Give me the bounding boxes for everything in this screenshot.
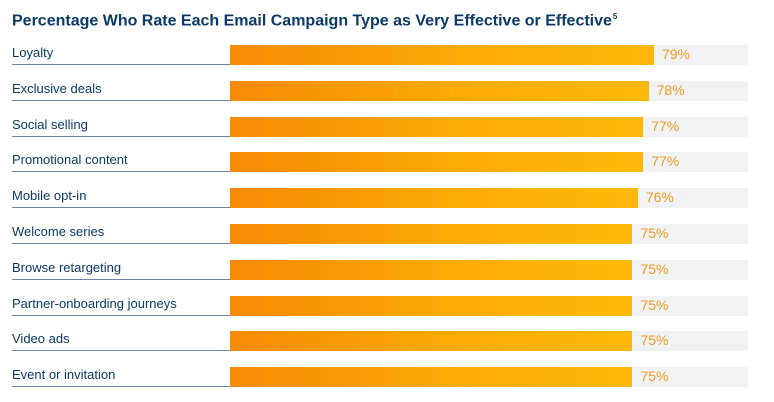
bar-row: Welcome series 75% <box>0 215 774 251</box>
bar-row: Loyalty 79% <box>0 36 774 72</box>
bar <box>230 295 633 316</box>
label-underline <box>12 350 230 352</box>
bar <box>230 188 638 209</box>
value-label: 77% <box>651 153 680 170</box>
value-label: 78% <box>656 81 685 98</box>
label-underline <box>12 99 230 101</box>
bar-track <box>230 295 748 316</box>
value-label: 79% <box>661 46 690 62</box>
label-underline <box>12 278 230 280</box>
bar-row: Mobile opt-in 76% <box>0 179 774 215</box>
bar <box>230 45 654 65</box>
bar <box>230 224 633 244</box>
category-label: Browse retargeting <box>12 259 122 275</box>
category-label: Loyalty <box>12 45 54 60</box>
bar-track <box>230 224 748 244</box>
value-label: 75% <box>640 260 669 277</box>
bar <box>230 259 633 280</box>
value-label: 76% <box>645 189 674 206</box>
category-label: Partner-onboarding journeys <box>12 295 177 311</box>
bar-track <box>230 259 748 280</box>
bar-track <box>230 152 748 173</box>
bar <box>230 152 644 173</box>
bar-row: Partner-onboarding journeys 75% <box>0 287 774 323</box>
bar-track <box>230 45 748 65</box>
label-underline <box>12 64 230 65</box>
label-underline <box>12 386 230 388</box>
category-label: Exclusive deals <box>12 80 102 96</box>
label-underline <box>12 171 230 173</box>
category-label: Event or invitation <box>12 367 116 383</box>
value-label: 75% <box>640 332 669 349</box>
bar-row: Exclusive deals 78% <box>0 72 774 108</box>
category-label: Promotional content <box>12 152 128 168</box>
label-underline <box>12 243 230 244</box>
category-label: Video ads <box>12 331 70 347</box>
bar <box>230 331 633 352</box>
bar <box>230 367 633 388</box>
chart-title-text: Percentage Who Rate Each Email Campaign … <box>12 12 612 30</box>
bar-row: Video ads 75% <box>0 322 774 358</box>
label-underline <box>12 135 230 137</box>
bar-row: Event or invitation 75% <box>0 358 774 394</box>
value-label: 77% <box>651 117 680 134</box>
category-label: Mobile opt-in <box>12 188 87 204</box>
bar-row: Social selling 77% <box>0 108 774 144</box>
label-underline <box>12 314 230 316</box>
bar-track <box>230 116 748 137</box>
chart-title: Percentage Who Rate Each Email Campaign … <box>12 12 617 30</box>
value-label: 75% <box>640 225 669 241</box>
bar <box>230 116 644 137</box>
value-label: 75% <box>640 296 669 313</box>
title-footnote: 5 <box>612 12 618 21</box>
value-label: 75% <box>640 368 669 385</box>
label-underline <box>12 207 230 209</box>
bar-row: Browse retargeting 75% <box>0 251 774 287</box>
bar-track <box>230 331 748 352</box>
category-label: Social selling <box>12 116 88 132</box>
bar-track <box>230 188 748 209</box>
bar-row: Promotional content 77% <box>0 143 774 179</box>
bar-track <box>230 367 748 388</box>
bar <box>230 80 649 101</box>
bar-track <box>230 80 748 101</box>
category-label: Welcome series <box>12 224 105 239</box>
